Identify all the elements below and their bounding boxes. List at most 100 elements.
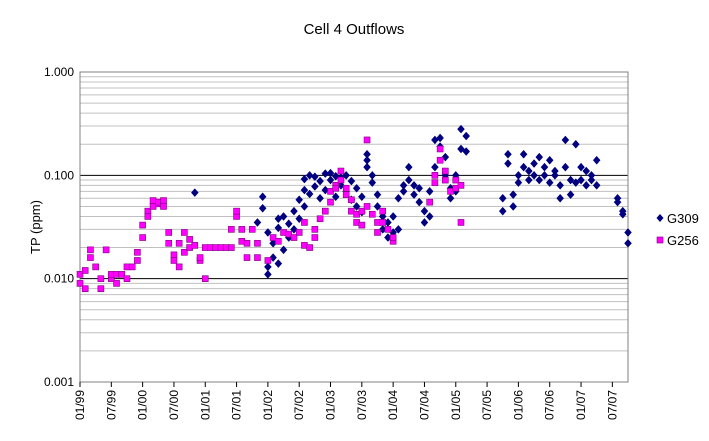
data-point xyxy=(431,179,439,186)
data-point xyxy=(441,152,450,162)
data-point xyxy=(394,224,403,234)
data-point xyxy=(186,236,193,243)
data-point xyxy=(290,224,298,234)
y-tick-label: 1.000 xyxy=(44,65,74,79)
data-point xyxy=(254,239,261,247)
data-point xyxy=(592,155,601,165)
x-tick-label: 01/02 xyxy=(261,390,275,420)
data-point xyxy=(389,234,397,241)
data-point xyxy=(305,189,314,199)
data-point xyxy=(545,155,554,165)
data-point xyxy=(457,219,465,226)
data-point xyxy=(582,180,591,190)
data-point xyxy=(311,182,319,191)
data-point xyxy=(76,280,84,287)
data-point xyxy=(269,234,277,241)
gridlines xyxy=(80,71,628,383)
x-tick-label: 01/00 xyxy=(136,390,150,420)
data-point xyxy=(352,183,361,193)
data-point xyxy=(311,172,319,182)
data-point xyxy=(425,186,434,196)
data-point xyxy=(577,162,585,172)
data-point xyxy=(165,239,173,247)
data-point xyxy=(253,218,262,227)
plot-area-frame xyxy=(79,71,629,383)
data-point xyxy=(326,175,335,185)
y-tick-label: 0.001 xyxy=(44,375,74,389)
data-point xyxy=(592,180,601,190)
data-point xyxy=(436,156,444,164)
legend-label-g256: G256 xyxy=(667,233,699,248)
data-point xyxy=(394,193,403,203)
data-point xyxy=(561,162,570,172)
data-point xyxy=(420,218,429,227)
data-point xyxy=(305,170,314,180)
data-point xyxy=(358,221,366,229)
data-point xyxy=(301,219,308,226)
data-point xyxy=(436,145,444,153)
data-point xyxy=(331,171,340,181)
x-axis-ticks: 01/99 07/99 01/00 07/00 01/01 07/01 01/02 07/02… xyxy=(73,382,619,420)
x-tick-label: 07/04 xyxy=(417,390,431,420)
data-point xyxy=(102,246,110,254)
data-point xyxy=(258,203,267,213)
data-point xyxy=(97,285,105,292)
data-point xyxy=(415,197,424,207)
legend-marker-g256 xyxy=(656,236,664,244)
data-point xyxy=(97,275,105,282)
data-point xyxy=(264,270,272,279)
data-point xyxy=(509,202,518,211)
data-point xyxy=(504,149,512,159)
data-point xyxy=(384,226,392,233)
data-point xyxy=(368,210,376,218)
data-point xyxy=(457,144,465,154)
data-point xyxy=(514,170,523,180)
data-point xyxy=(326,168,335,178)
data-point xyxy=(530,170,538,180)
data-point xyxy=(566,175,575,185)
data-point xyxy=(530,159,538,168)
data-point xyxy=(285,230,293,238)
data-point xyxy=(358,207,366,215)
data-point xyxy=(243,254,251,261)
data-point xyxy=(519,162,528,172)
data-point xyxy=(258,192,267,202)
data-point xyxy=(254,254,261,261)
data-point xyxy=(139,221,146,229)
data-point xyxy=(181,248,188,256)
data-point xyxy=(191,242,199,249)
data-point xyxy=(399,180,408,190)
x-tick-label: 01/99 xyxy=(73,390,87,420)
data-point xyxy=(504,159,512,168)
series-g256 xyxy=(76,136,465,292)
data-point xyxy=(81,285,89,292)
data-point xyxy=(556,193,564,203)
y-axis-title: TP (ppm) xyxy=(28,200,43,254)
x-tick-label: 01/05 xyxy=(449,390,463,420)
data-point xyxy=(462,147,471,156)
data-point xyxy=(436,133,444,143)
data-point xyxy=(452,176,460,184)
data-point xyxy=(134,248,141,256)
data-point xyxy=(618,209,627,219)
x-tick-label: 07/00 xyxy=(167,390,181,420)
data-point xyxy=(498,193,507,203)
data-point xyxy=(316,193,324,203)
data-point xyxy=(170,257,178,264)
legend-label-g309: G309 xyxy=(667,211,699,226)
data-point xyxy=(426,198,433,206)
data-point xyxy=(363,162,371,172)
data-point xyxy=(404,175,413,185)
data-point xyxy=(160,203,167,210)
x-tick-label: 07/07 xyxy=(605,390,619,420)
data-point xyxy=(160,197,167,204)
data-point xyxy=(300,174,309,184)
data-point xyxy=(342,191,350,198)
data-point xyxy=(118,271,126,278)
data-point xyxy=(228,226,235,233)
data-point xyxy=(123,275,131,282)
data-point xyxy=(170,251,178,259)
data-point xyxy=(540,162,549,172)
